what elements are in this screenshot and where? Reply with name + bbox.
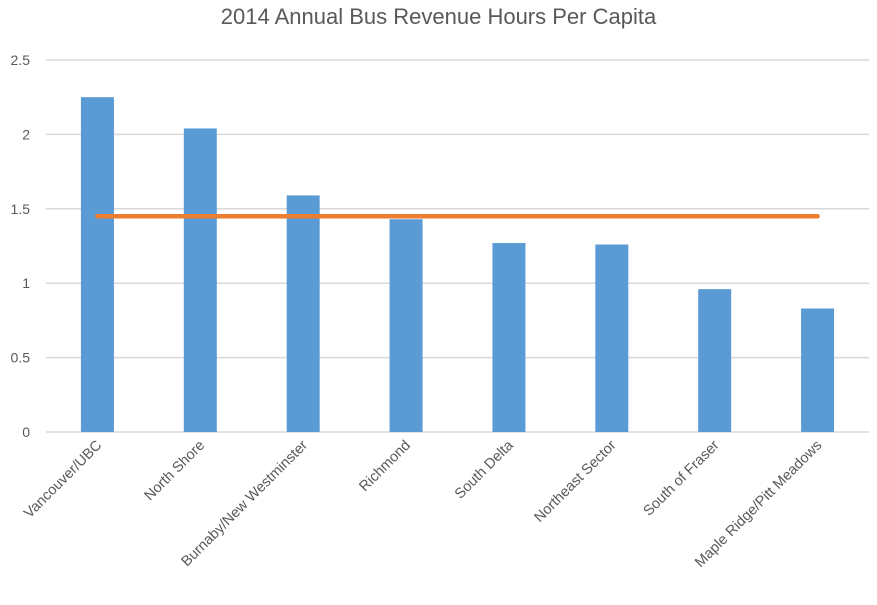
bar bbox=[595, 244, 629, 432]
y-tick-label: 1 bbox=[22, 275, 30, 291]
gridlines bbox=[46, 59, 869, 433]
bar bbox=[389, 219, 423, 432]
bar-series bbox=[80, 97, 835, 432]
bar bbox=[698, 289, 732, 432]
x-category-label: South of Fraser bbox=[641, 437, 723, 519]
y-tick-label: 0.5 bbox=[11, 350, 31, 366]
bar bbox=[492, 243, 526, 432]
bar bbox=[80, 97, 114, 432]
x-category-label: Northeast Sector bbox=[531, 437, 619, 525]
x-category-label: South Delta bbox=[452, 437, 518, 503]
y-tick-label: 2.5 bbox=[11, 52, 31, 68]
x-category-label: North Shore bbox=[142, 438, 209, 505]
y-tick-label: 0 bbox=[22, 424, 30, 440]
x-category-label: Vancouver/UBC bbox=[21, 438, 105, 522]
bar bbox=[286, 195, 320, 432]
y-axis-ticks: 0 0.5 1 1.5 2 2.5 bbox=[11, 52, 31, 440]
chart-title: 2014 Annual Bus Revenue Hours Per Capita bbox=[220, 4, 657, 29]
y-tick-label: 2 bbox=[22, 126, 30, 142]
bar bbox=[183, 128, 217, 432]
bar bbox=[801, 308, 835, 432]
x-category-label: Richmond bbox=[356, 438, 413, 495]
y-tick-label: 1.5 bbox=[11, 201, 31, 217]
